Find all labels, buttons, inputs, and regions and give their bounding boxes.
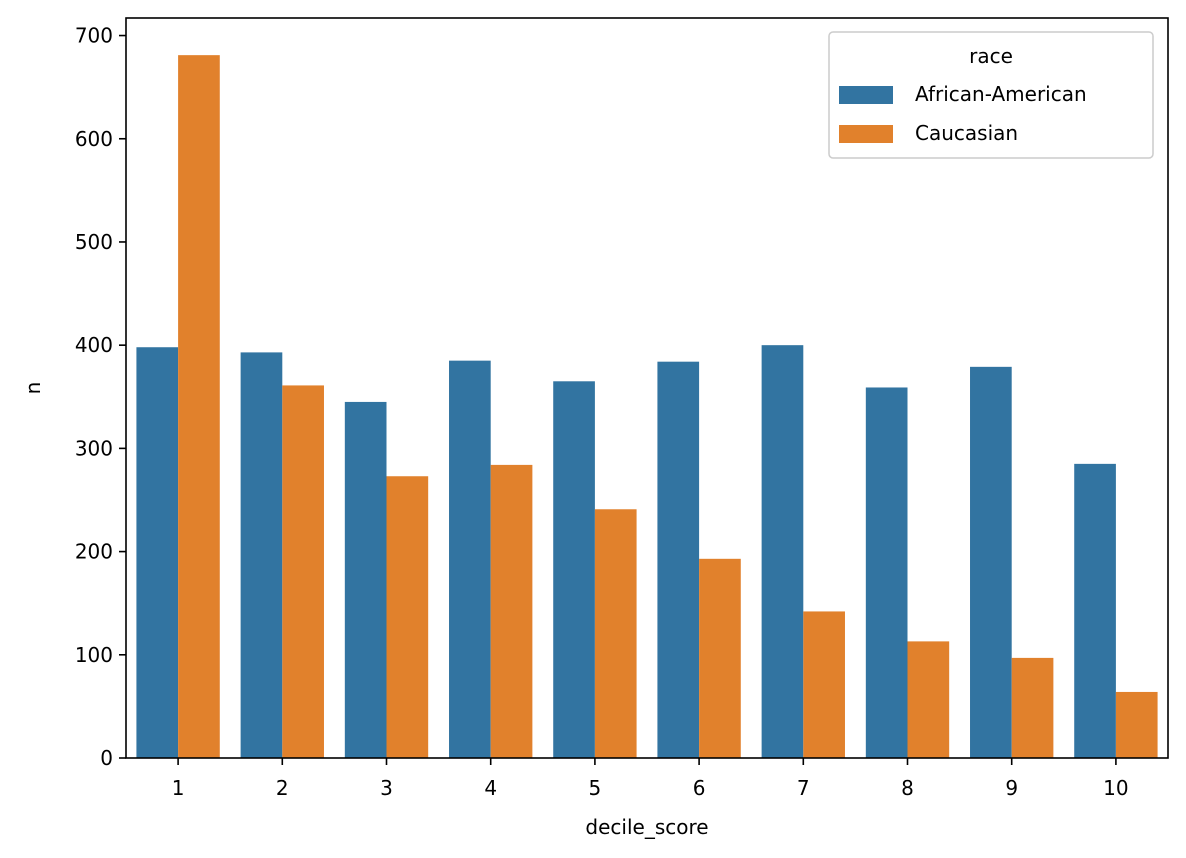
legend-swatch	[839, 125, 893, 143]
bar-african-american-8	[865, 387, 908, 758]
bar-caucasian-5	[594, 509, 637, 758]
x-tick-label: 6	[693, 776, 706, 800]
bar-african-american-4	[449, 360, 491, 758]
bar-african-american-9	[970, 366, 1012, 758]
bar-caucasian-10	[1115, 691, 1158, 758]
bar-african-american-2	[240, 352, 283, 758]
bar-caucasian-8	[907, 641, 950, 758]
bar-african-american-7	[761, 345, 804, 758]
y-tick-label: 700	[75, 24, 113, 48]
x-tick-label: 4	[484, 776, 497, 800]
x-tick-label: 2	[276, 776, 289, 800]
bar-african-american-10	[1074, 463, 1116, 758]
bar-caucasian-6	[699, 558, 741, 758]
bar-african-american-3	[344, 401, 387, 758]
x-axis: 1 2 3 4 5 6 7 8 9 10	[172, 758, 1129, 800]
y-tick-label: 0	[100, 746, 113, 770]
y-tick-label: 400	[75, 333, 113, 357]
x-tick-label: 5	[589, 776, 602, 800]
x-tick-label: 3	[380, 776, 393, 800]
x-axis-title: decile_score	[585, 815, 708, 839]
y-axis-title: n	[21, 382, 45, 395]
y-axis: 0 100 200 300 400 500 600 700	[75, 24, 126, 770]
legend-box	[828, 31, 1154, 159]
y-tick-label: 500	[75, 230, 113, 254]
y-tick-label: 600	[75, 127, 113, 151]
bars-layer	[136, 55, 1158, 758]
bar-african-american-1	[136, 347, 179, 758]
bar-african-american-6	[657, 361, 700, 758]
bar-african-american-5	[553, 381, 595, 758]
legend: race African-American Caucasian	[828, 31, 1154, 159]
legend-label: African-American	[915, 82, 1087, 106]
x-tick-label: 10	[1103, 776, 1128, 800]
x-tick-label: 1	[172, 776, 185, 800]
bar-caucasian-1	[178, 55, 220, 758]
legend-title: race	[969, 44, 1013, 68]
bar-caucasian-7	[803, 611, 845, 758]
legend-label: Caucasian	[915, 121, 1018, 145]
x-tick-label: 8	[901, 776, 914, 800]
legend-swatch	[839, 86, 893, 104]
bar-caucasian-9	[1011, 657, 1054, 758]
y-tick-label: 100	[75, 643, 113, 667]
x-tick-label: 7	[797, 776, 810, 800]
bar-caucasian-2	[282, 385, 324, 758]
axes-frame	[125, 17, 1169, 759]
y-tick-label: 200	[75, 540, 113, 564]
bar-caucasian-4	[490, 464, 533, 758]
y-tick-label: 300	[75, 436, 113, 460]
x-tick-label: 9	[1005, 776, 1018, 800]
bar-caucasian-3	[386, 476, 429, 758]
legend-items: African-American Caucasian	[839, 82, 1087, 145]
